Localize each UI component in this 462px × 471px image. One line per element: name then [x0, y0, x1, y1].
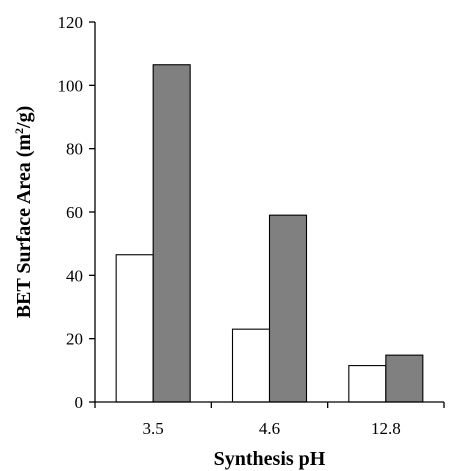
- x-ticks: 3.5 4.6 12.8: [94, 402, 445, 438]
- y-axis-title-superscript: 2: [12, 128, 26, 134]
- y-axis-title: BET Surface Area (m2/g): [12, 106, 35, 318]
- bar-series-2: [385, 354, 424, 403]
- y-tick-label: 100: [58, 76, 84, 95]
- y-ticks: 0 20 40 60 80 100 120: [58, 13, 95, 412]
- x-tick-label: 4.6: [259, 419, 280, 438]
- bar-series-1: [115, 254, 154, 403]
- x-tick-label: 12.8: [371, 419, 401, 438]
- y-tick-label: 80: [66, 140, 83, 159]
- bar-series-2: [152, 64, 191, 403]
- y-axis-title-main: BET Surface Area (m: [13, 134, 35, 319]
- y-axis-title-end: /g): [13, 106, 35, 129]
- bar-series-1: [348, 365, 387, 403]
- y-tick-label: 60: [66, 203, 83, 222]
- y-tick-label: 0: [75, 393, 84, 412]
- x-axis-title: Synthesis pH: [214, 448, 326, 470]
- y-tick-label: 40: [66, 266, 83, 285]
- bar-series-2: [268, 214, 308, 403]
- y-tick-label: 120: [58, 13, 84, 32]
- bar-series-1: [231, 328, 271, 403]
- plot-area: [115, 64, 424, 403]
- x-tick-label: 3.5: [143, 419, 164, 438]
- y-tick-label: 20: [66, 330, 83, 349]
